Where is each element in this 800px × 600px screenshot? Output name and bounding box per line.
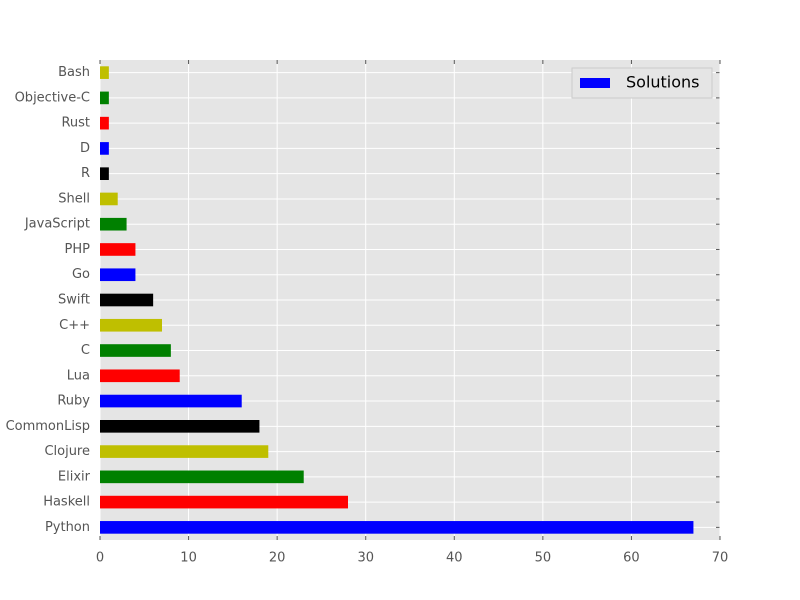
bar — [100, 167, 109, 180]
y-tick-label: Swift — [58, 293, 90, 308]
bar — [100, 470, 304, 484]
bar — [100, 495, 348, 509]
bar — [100, 420, 260, 433]
y-tick-label: Rust — [61, 116, 90, 131]
x-tick-label: 40 — [446, 551, 463, 566]
x-tick-label: 50 — [535, 551, 552, 566]
bar — [100, 394, 242, 408]
bar — [100, 142, 109, 155]
x-tick-label: 60 — [623, 551, 640, 566]
y-tick-label: Lua — [67, 368, 90, 383]
y-tick-label: Objective-C — [15, 90, 90, 105]
x-tick-label: 10 — [180, 551, 197, 566]
y-tick-label: Elixir — [58, 469, 91, 484]
bar — [100, 318, 162, 332]
y-tick-label: C++ — [59, 318, 90, 333]
y-tick-label: Go — [72, 267, 90, 282]
legend-label: Solutions — [626, 73, 700, 92]
y-tick-label: Bash — [58, 65, 90, 80]
bar — [100, 217, 127, 231]
bar — [100, 116, 109, 130]
bar — [100, 66, 109, 79]
y-tick-label: PHP — [65, 242, 91, 257]
bar — [100, 293, 154, 307]
bar — [100, 369, 180, 383]
y-tick-label: Clojure — [44, 444, 90, 459]
bar — [100, 344, 171, 357]
bar — [100, 243, 136, 256]
y-tick-label: Ruby — [57, 394, 90, 409]
x-tick-label: 70 — [712, 551, 729, 566]
x-tick-label: 30 — [357, 551, 374, 566]
y-tick-label: C — [81, 343, 90, 358]
bar — [100, 91, 109, 105]
x-tick-label: 20 — [269, 551, 286, 566]
bar — [100, 445, 269, 458]
y-tick-label: CommonLisp — [6, 419, 90, 434]
y-tick-label: Shell — [58, 191, 90, 206]
y-tick-label: R — [81, 166, 90, 181]
y-tick-label: JavaScript — [24, 217, 90, 232]
bar — [100, 192, 118, 206]
y-tick-label: D — [80, 141, 90, 156]
bar — [100, 521, 694, 534]
legend-swatch — [580, 78, 610, 88]
y-tick-label: Python — [45, 520, 90, 535]
y-tick-label: Haskell — [43, 495, 90, 510]
bar — [100, 268, 136, 282]
x-tick-label: 0 — [96, 551, 104, 566]
